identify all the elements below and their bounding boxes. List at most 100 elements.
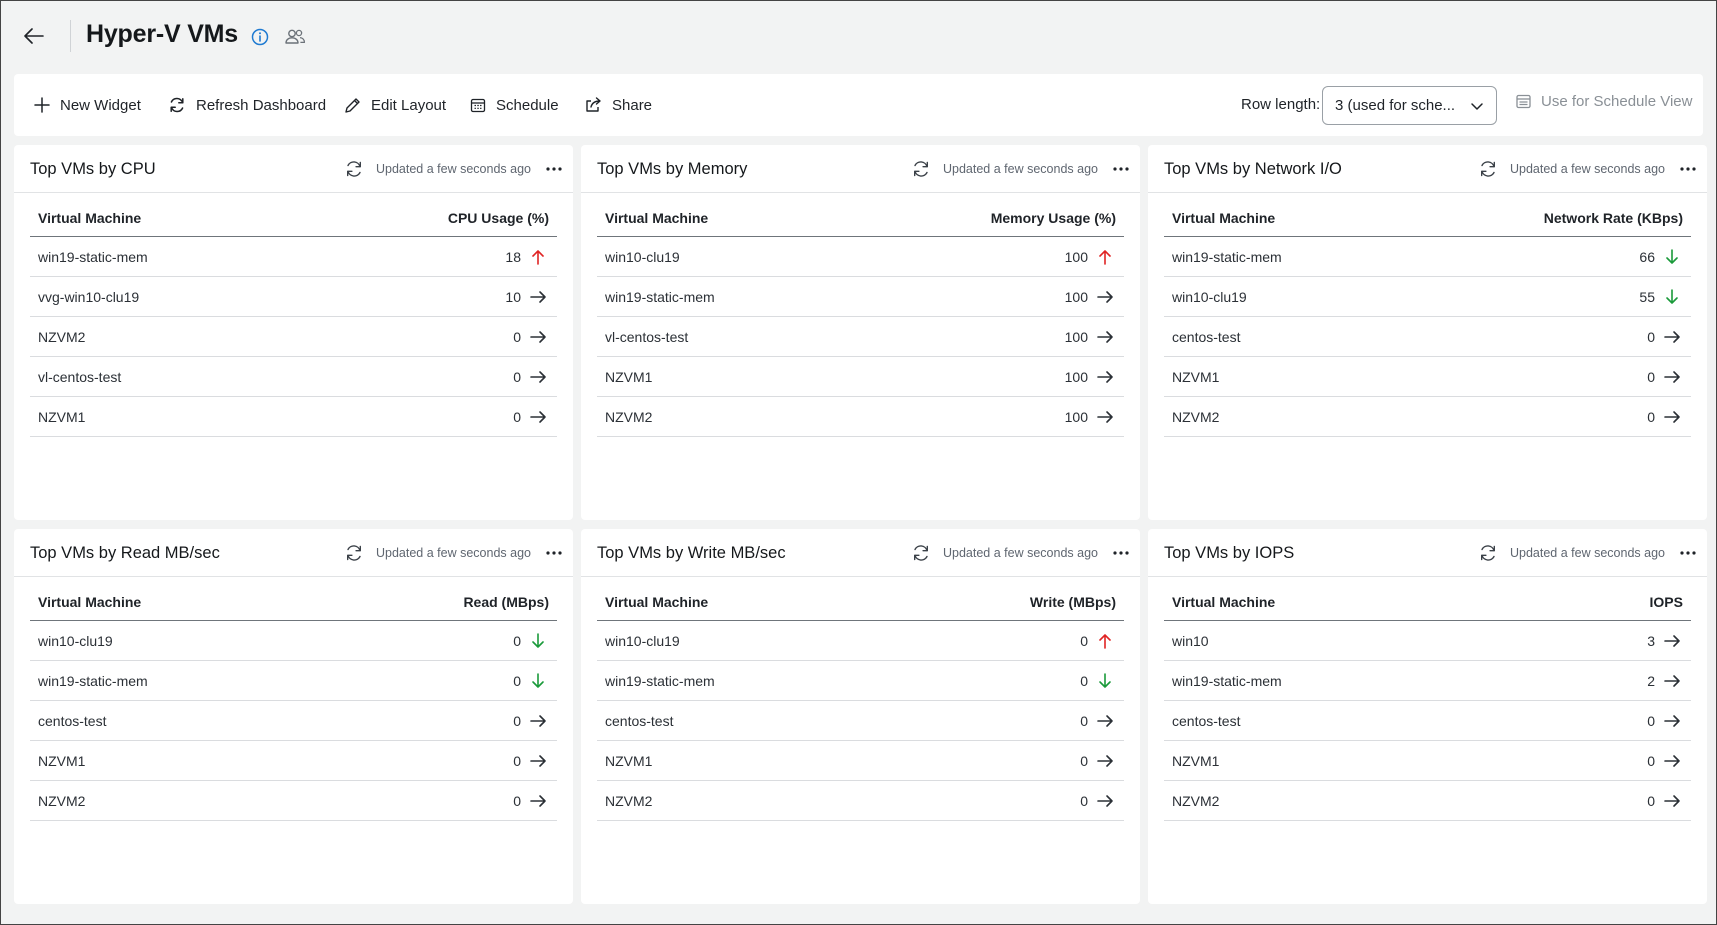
column-header-vm[interactable]: Virtual Machine	[38, 210, 142, 226]
vm-name: NZVM2	[1172, 409, 1220, 425]
vm-name: vvg-win10-clu19	[38, 289, 140, 305]
table-row[interactable]: NZVM1 0	[30, 397, 557, 437]
arrow-left-icon	[24, 28, 44, 44]
widget-2: Top VMs by Memory Updated a few seconds …	[581, 145, 1140, 520]
more-options-icon[interactable]	[1678, 543, 1698, 563]
table-row[interactable]: NZVM1 0	[1164, 357, 1691, 397]
page-title: Hyper-V VMs	[86, 20, 239, 48]
table-row[interactable]: win19-static-mem 66	[1164, 237, 1691, 277]
table-row[interactable]: NZVM2 0	[597, 781, 1124, 821]
arrow-right-icon	[1664, 635, 1680, 647]
widget-table: Virtual Machine Memory Usage (%) win10-c…	[597, 197, 1124, 437]
refresh-icon[interactable]	[1478, 159, 1498, 179]
widget-table: Virtual Machine Write (MBps) win10-clu19…	[597, 581, 1124, 821]
column-header-metric[interactable]: Write (MBps)	[1029, 594, 1116, 610]
schedule-button[interactable]: Schedule	[470, 93, 559, 117]
table-row[interactable]: win19-static-mem 0	[597, 661, 1124, 701]
refresh-icon[interactable]	[344, 543, 364, 563]
row-length-value: 3 (used for sche...	[1335, 97, 1456, 114]
widget-title: Top VMs by Read MB/sec	[30, 544, 220, 562]
refresh-icon[interactable]	[1478, 543, 1498, 563]
vm-name: win19-static-mem	[38, 673, 148, 689]
metric-value: 0	[513, 329, 521, 345]
vm-name: win19-static-mem	[605, 673, 715, 689]
table-row[interactable]: centos-test 0	[1164, 317, 1691, 357]
more-options-icon[interactable]	[1111, 543, 1131, 563]
users-icon[interactable]	[284, 27, 306, 47]
vm-name: win10-clu19	[38, 633, 113, 649]
use-for-schedule-view-button[interactable]: Use for Schedule View	[1516, 93, 1692, 110]
refresh-icon[interactable]	[911, 159, 931, 179]
back-button[interactable]	[20, 22, 48, 50]
table-row[interactable]: NZVM2 0	[30, 781, 557, 821]
table-row[interactable]: win10 3	[1164, 621, 1691, 661]
column-header-vm[interactable]: Virtual Machine	[605, 594, 709, 610]
widget-title: Top VMs by Memory	[597, 160, 748, 178]
table-row[interactable]: NZVM1 0	[597, 741, 1124, 781]
more-options-icon[interactable]	[544, 543, 564, 563]
vm-name: win19-static-mem	[605, 289, 715, 305]
table-row[interactable]: NZVM2 100	[597, 397, 1124, 437]
edit-layout-button[interactable]: Edit Layout	[344, 93, 446, 117]
more-options-icon[interactable]	[1678, 159, 1698, 179]
more-options-icon[interactable]	[544, 159, 564, 179]
arrow-right-icon	[530, 411, 546, 423]
arrow-down-icon	[1099, 673, 1111, 688]
table-row[interactable]: NZVM1 0	[30, 741, 557, 781]
table-row[interactable]: NZVM2 0	[1164, 397, 1691, 437]
arrow-right-icon	[1097, 371, 1113, 383]
metric-value: 55	[1639, 289, 1655, 305]
table-row[interactable]: win10-clu19 100	[597, 237, 1124, 277]
new-widget-button[interactable]: New Widget	[34, 93, 141, 117]
table-row[interactable]: win19-static-mem 0	[30, 661, 557, 701]
column-header-metric[interactable]: Read (MBps)	[463, 594, 549, 610]
share-button[interactable]: Share	[585, 93, 652, 117]
column-header-metric[interactable]: Memory Usage (%)	[990, 210, 1116, 226]
column-header-metric[interactable]: Network Rate (KBps)	[1543, 210, 1683, 226]
column-header-vm[interactable]: Virtual Machine	[605, 210, 709, 226]
table-row[interactable]: win19-static-mem 18	[30, 237, 557, 277]
table-row[interactable]: NZVM1 100	[597, 357, 1124, 397]
column-header-metric[interactable]: CPU Usage (%)	[447, 210, 549, 226]
arrow-right-icon	[1664, 331, 1680, 343]
arrow-down-icon	[532, 673, 544, 688]
table-row[interactable]: win19-static-mem 2	[1164, 661, 1691, 701]
metric-value: 0	[513, 793, 521, 809]
table-row[interactable]: vl-centos-test 100	[597, 317, 1124, 357]
table-row[interactable]: NZVM2 0	[1164, 781, 1691, 821]
table-row[interactable]: win19-static-mem 100	[597, 277, 1124, 317]
table-row[interactable]: centos-test 0	[1164, 701, 1691, 741]
vm-name: NZVM1	[38, 753, 86, 769]
table-row[interactable]: vl-centos-test 0	[30, 357, 557, 397]
refresh-dashboard-button[interactable]: Refresh Dashboard	[168, 93, 326, 117]
edit-layout-label: Edit Layout	[371, 96, 447, 114]
table-row[interactable]: win10-clu19 0	[30, 621, 557, 661]
column-header-vm[interactable]: Virtual Machine	[38, 594, 142, 610]
table-row[interactable]: vvg-win10-clu19 10	[30, 277, 557, 317]
arrow-right-icon	[530, 331, 546, 343]
vm-name: NZVM2	[38, 793, 86, 809]
row-length-select[interactable]: 3 (used for sche...	[1322, 86, 1497, 125]
widget-table: Virtual Machine CPU Usage (%) win19-stat…	[30, 197, 557, 437]
info-icon[interactable]	[250, 27, 270, 47]
column-header-vm[interactable]: Virtual Machine	[1172, 210, 1276, 226]
table-row[interactable]: win10-clu19 55	[1164, 277, 1691, 317]
table-row[interactable]: NZVM1 0	[1164, 741, 1691, 781]
vm-name: NZVM2	[605, 793, 653, 809]
column-header-metric[interactable]: IOPS	[1649, 594, 1683, 610]
share-label: Share	[612, 96, 653, 114]
more-options-icon[interactable]	[1111, 159, 1131, 179]
table-row[interactable]: NZVM2 0	[30, 317, 557, 357]
vm-name: centos-test	[38, 713, 107, 729]
vm-name: vl-centos-test	[38, 369, 122, 385]
refresh-icon[interactable]	[911, 543, 931, 563]
table-row[interactable]: centos-test 0	[30, 701, 557, 741]
widget-1: Top VMs by CPU Updated a few seconds ago…	[14, 145, 573, 520]
metric-value: 0	[513, 633, 521, 649]
table-row[interactable]: centos-test 0	[597, 701, 1124, 741]
widget-3: Top VMs by Network I/O Updated a few sec…	[1148, 145, 1707, 520]
vm-name: win19-static-mem	[38, 249, 148, 265]
column-header-vm[interactable]: Virtual Machine	[1172, 594, 1276, 610]
table-row[interactable]: win10-clu19 0	[597, 621, 1124, 661]
refresh-icon[interactable]	[344, 159, 364, 179]
